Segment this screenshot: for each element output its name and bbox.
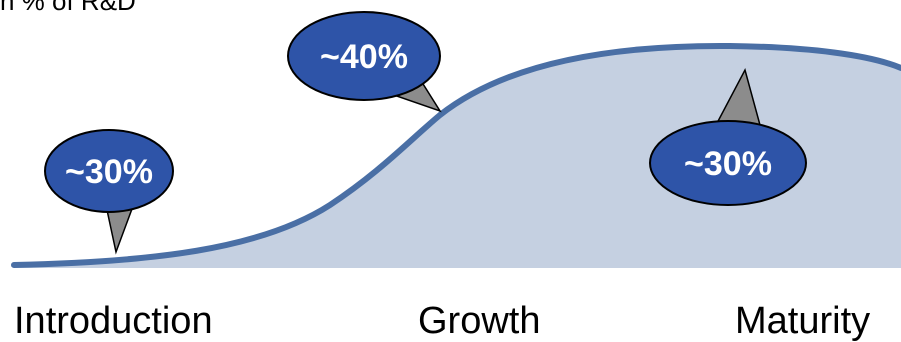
introduction-share-callout: ~30% <box>44 129 174 255</box>
maturity-callout-bubble <box>649 120 807 206</box>
header-text: n % of R&D <box>0 0 136 16</box>
stage-label-introduction: Introduction <box>14 300 213 342</box>
lifecycle-curve <box>11 42 901 268</box>
growth-callout-bubble <box>287 11 441 101</box>
maturity-share-callout: ~30% <box>649 67 807 206</box>
growth-share-value: ~40% <box>320 38 408 76</box>
introduction-callout-bubble <box>44 129 174 213</box>
curve-area <box>14 45 901 269</box>
maturity-share-value: ~30% <box>684 145 772 183</box>
stage-label-maturity: Maturity <box>735 300 871 342</box>
introduction-share-value: ~30% <box>65 153 153 191</box>
stage-label-growth: Growth <box>418 300 541 342</box>
growth-share-callout: ~40% <box>287 11 442 113</box>
